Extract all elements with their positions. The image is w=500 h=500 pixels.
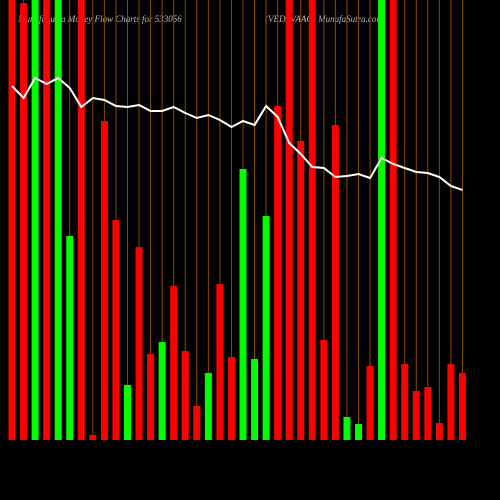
- bar: [77, 0, 85, 440]
- bar: [20, 3, 28, 440]
- bar: [158, 342, 166, 440]
- bar: [331, 125, 339, 440]
- bar: [147, 354, 155, 440]
- chart-title: MunafaSutra Money Flow Charts for 533056: [17, 14, 182, 24]
- bar: [251, 359, 259, 440]
- bar: [262, 216, 270, 440]
- bar: [89, 435, 97, 440]
- bar: [124, 385, 131, 440]
- bar: [31, 0, 39, 440]
- bar: [378, 0, 386, 440]
- bar: [227, 357, 235, 440]
- bar: [204, 373, 212, 440]
- bar: [181, 351, 189, 440]
- bar: [216, 284, 224, 440]
- bar: [401, 364, 409, 440]
- bar: [366, 366, 374, 440]
- bar: [308, 0, 316, 440]
- bar: [297, 141, 305, 440]
- bar: [170, 286, 178, 440]
- bar: [112, 220, 120, 440]
- bar: [54, 0, 62, 440]
- bar: [285, 0, 293, 440]
- bar: [458, 373, 466, 440]
- bar: [239, 169, 247, 440]
- bar: [355, 424, 362, 440]
- bar: [193, 406, 201, 440]
- bar: [66, 236, 74, 440]
- bar: [447, 364, 455, 440]
- bar: [8, 0, 16, 440]
- flow-line: [11, 76, 463, 191]
- bar: [412, 391, 420, 440]
- bar: [274, 106, 282, 440]
- bar: [343, 417, 351, 440]
- bar: [43, 0, 51, 440]
- bar: [389, 0, 397, 440]
- bar: [424, 387, 432, 440]
- bar: [135, 247, 143, 440]
- bar: [100, 121, 108, 440]
- bar: [320, 340, 328, 440]
- bar: [435, 423, 443, 440]
